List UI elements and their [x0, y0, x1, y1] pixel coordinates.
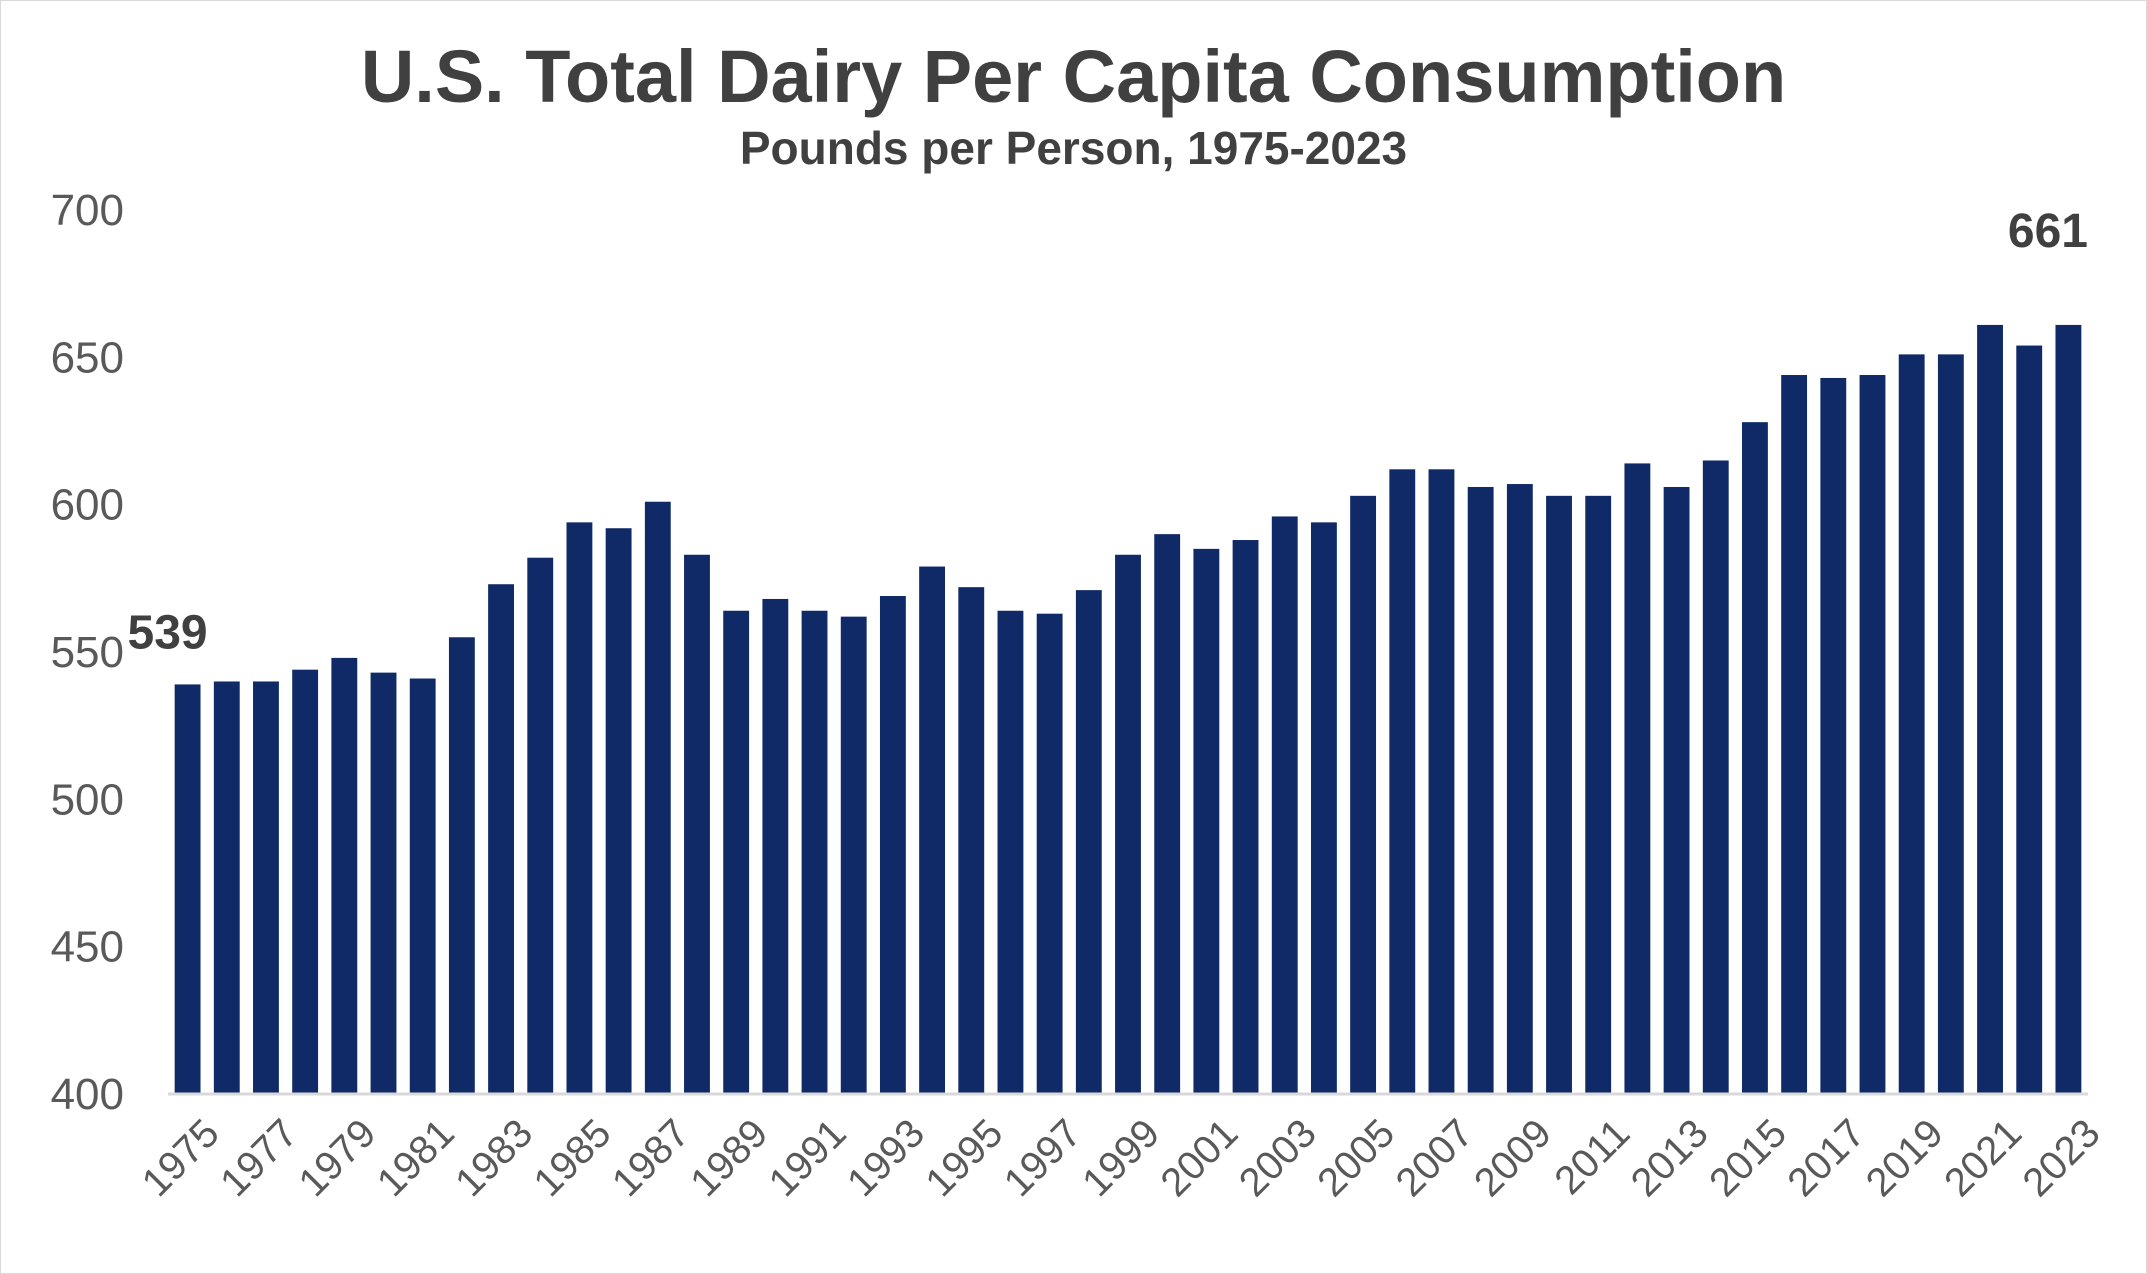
- bar-2021: [1977, 324, 2003, 1094]
- x-tick-label: 2015: [1701, 1111, 1795, 1205]
- x-tick-label: 2011: [1546, 1111, 1638, 1203]
- bar-1999: [1115, 554, 1141, 1094]
- x-tick-label: 1997: [996, 1111, 1090, 1205]
- x-tick-label: 1987: [604, 1111, 698, 1205]
- x-tick-label: 1975: [134, 1111, 228, 1205]
- y-tick-label: 550: [51, 628, 124, 677]
- x-tick-label: 1979: [290, 1111, 384, 1205]
- y-axis: 400 450 500 550 600 650 700: [51, 186, 124, 1119]
- chart-title: U.S. Total Dairy Per Capita Consumption: [360, 35, 1787, 118]
- x-tick-label: 2009: [1466, 1111, 1560, 1205]
- bar-1981: [409, 678, 436, 1094]
- x-tick-label: 1991: [761, 1111, 855, 1205]
- bar-1989: [723, 610, 750, 1094]
- bar-1985: [566, 522, 593, 1094]
- x-tick-label: 2003: [1231, 1111, 1325, 1205]
- bar-2012: [1624, 463, 1651, 1094]
- bar-2006: [1389, 469, 1416, 1095]
- bar-1994: [919, 566, 946, 1094]
- bar-2003: [1271, 516, 1298, 1094]
- bar-1982: [448, 637, 475, 1094]
- bar-2004: [1310, 522, 1337, 1094]
- data-labels: 539 661: [128, 205, 2088, 659]
- y-tick-label: 450: [51, 923, 124, 972]
- x-tick-label: 1999: [1074, 1111, 1168, 1205]
- bar-1997: [1036, 613, 1063, 1094]
- bar-2018: [1859, 375, 1886, 1095]
- bar-2022: [2016, 345, 2043, 1095]
- bar-2013: [1663, 486, 1690, 1094]
- bar-2002: [1232, 540, 1259, 1094]
- x-tick-label: 1983: [447, 1111, 541, 1205]
- x-tick-label: 1993: [839, 1111, 933, 1205]
- bar-1986: [605, 528, 632, 1094]
- bar-1996: [997, 610, 1024, 1094]
- bar-2005: [1350, 495, 1377, 1094]
- bar-2008: [1467, 486, 1494, 1094]
- y-tick-label: 650: [51, 333, 124, 382]
- x-axis: 1975197719791981198319851987198919911993…: [134, 1111, 2109, 1205]
- y-tick-label: 500: [51, 775, 124, 824]
- x-tick-label: 2017: [1779, 1111, 1873, 1205]
- bar-1992: [840, 616, 867, 1094]
- x-tick-label: 2021: [1936, 1111, 2030, 1205]
- bar-1995: [958, 587, 985, 1094]
- bar-1980: [370, 672, 397, 1094]
- bar-2014: [1702, 460, 1729, 1094]
- data-label-1975: 539: [128, 606, 208, 659]
- bar-2010: [1546, 495, 1572, 1094]
- x-tick-label: 2013: [1623, 1111, 1717, 1205]
- bar-1977: [253, 681, 279, 1094]
- bar-1976: [213, 681, 240, 1094]
- bar-1990: [762, 598, 789, 1094]
- x-tick-label: 1977: [212, 1111, 306, 1205]
- bar-1987: [644, 501, 671, 1095]
- bar-1998: [1075, 590, 1102, 1094]
- x-tick-label: 1989: [682, 1111, 776, 1205]
- bar-2000: [1154, 534, 1181, 1094]
- bar-2011: [1585, 495, 1612, 1094]
- x-tick-label: 1981: [369, 1111, 463, 1205]
- bar-2015: [1742, 422, 1768, 1094]
- bar-2007: [1428, 469, 1455, 1095]
- x-tick-label: 1985: [526, 1111, 620, 1205]
- x-tick-label: 2001: [1152, 1111, 1246, 1205]
- data-label-2023: 661: [2008, 205, 2088, 258]
- bar-2023: [2055, 324, 2082, 1094]
- y-tick-label: 600: [51, 481, 124, 530]
- bars: [174, 324, 2082, 1095]
- bar-1978: [292, 669, 319, 1094]
- x-tick-label: 2019: [1858, 1111, 1952, 1205]
- bar-1988: [684, 554, 710, 1094]
- bar-2016: [1781, 375, 1808, 1095]
- x-tick-label: 2007: [1388, 1111, 1482, 1205]
- x-tick-label: 2005: [1309, 1111, 1403, 1205]
- bar-2001: [1193, 548, 1220, 1094]
- x-tick-label: 2023: [2015, 1111, 2109, 1205]
- bar-2009: [1506, 484, 1533, 1094]
- bar-1991: [801, 610, 828, 1094]
- bar-1984: [527, 557, 554, 1094]
- x-tick-label: 1995: [917, 1111, 1011, 1205]
- y-tick-label: 400: [51, 1070, 124, 1119]
- bar-1983: [488, 584, 514, 1094]
- y-tick-label: 700: [51, 186, 124, 235]
- bar-1979: [331, 657, 358, 1094]
- chart-subtitle: Pounds per Person, 1975-2023: [739, 122, 1408, 174]
- bar-2019: [1898, 354, 1925, 1094]
- bar-1975: [174, 684, 201, 1094]
- bar-2017: [1820, 377, 1847, 1095]
- bar-2020: [1937, 354, 1964, 1094]
- bar-1993: [879, 596, 906, 1094]
